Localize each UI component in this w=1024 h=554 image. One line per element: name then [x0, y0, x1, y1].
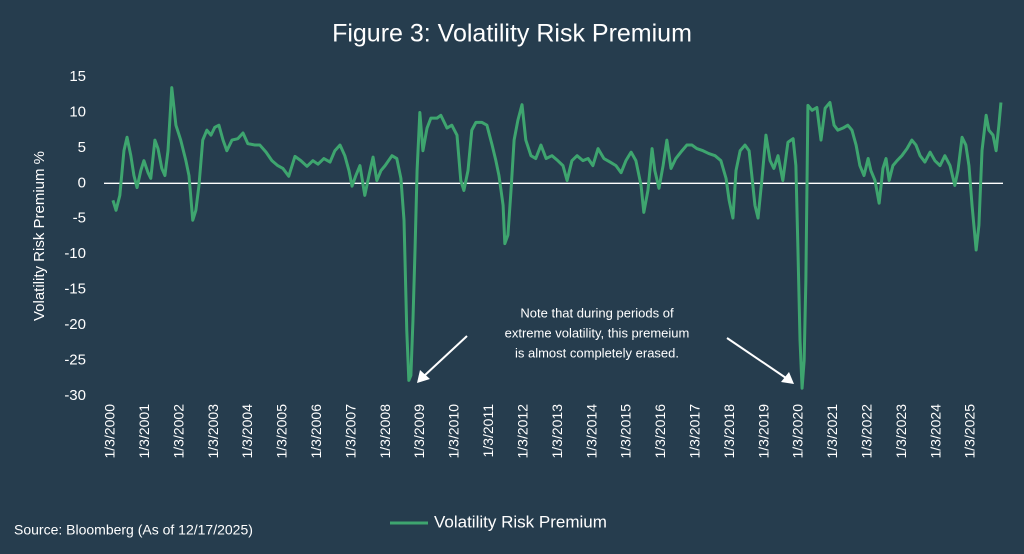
x-tick-label: 1/3/2002: [170, 404, 186, 459]
x-tick-label: 1/3/2003: [205, 404, 221, 459]
annotation-line: is almost completely erased.: [515, 345, 679, 360]
y-tick-label: -15: [64, 281, 86, 298]
x-tick-label: 1/3/2017: [686, 404, 702, 459]
x-tick-label: 1/3/2021: [824, 404, 840, 459]
x-tick-label: 1/3/2011: [480, 404, 496, 458]
x-tick-label: 1/3/2010: [446, 404, 462, 459]
x-tick-label: 1/3/2004: [239, 404, 255, 459]
arrow-head: [417, 370, 430, 383]
y-tick-label: -10: [64, 245, 86, 262]
arrow-shaft: [726, 337, 787, 379]
annotation: Note that during periods of extreme vola…: [417, 305, 794, 384]
y-tick-label: -20: [64, 316, 86, 333]
x-tick-label: 1/3/2009: [411, 404, 427, 459]
x-tick-label: 1/3/2008: [377, 404, 393, 459]
x-tick-label: 1/3/2019: [755, 404, 771, 459]
x-tick-label: 1/3/2018: [721, 404, 737, 459]
x-tick-label: 1/3/2007: [342, 404, 358, 459]
x-tick-label: 1/3/2014: [583, 404, 599, 459]
arrow-shaft: [423, 335, 468, 377]
y-tick-label: -25: [64, 352, 86, 369]
legend-label: Volatility Risk Premium: [434, 512, 607, 531]
x-tick-label: 1/3/2025: [962, 404, 978, 459]
x-tick-label: 1/3/2012: [514, 404, 530, 459]
x-tick-label: 1/3/2016: [652, 404, 668, 459]
y-tick-label: -5: [73, 210, 86, 227]
series-line: [111, 86, 1003, 390]
x-tick-label: 1/3/2013: [549, 404, 565, 459]
y-tick-label: 10: [69, 103, 86, 120]
x-tick-label: 1/3/2000: [102, 404, 118, 459]
y-axis-label: Volatility Risk Premium %: [31, 151, 48, 321]
y-tick-label: 5: [78, 139, 86, 156]
x-tick-label: 1/3/2024: [927, 404, 943, 459]
arrow-head: [781, 372, 794, 384]
legend: Volatility Risk Premium: [390, 512, 607, 531]
y-tick-label: -30: [64, 387, 86, 404]
x-tick-label: 1/3/2001: [136, 404, 152, 459]
y-tick-label: 0: [78, 174, 86, 191]
x-tick-label: 1/3/2006: [308, 404, 324, 459]
annotation-line: extreme volatility, this premeium: [505, 325, 690, 340]
x-tick-label: 1/3/2022: [858, 404, 874, 459]
annotation-line: Note that during periods of: [520, 305, 674, 320]
x-tick-label: 1/3/2023: [893, 404, 909, 459]
x-tick-label: 1/3/2015: [618, 404, 634, 459]
source-note: Source: Bloomberg (As of 12/17/2025): [14, 522, 253, 538]
y-tick-label: 15: [69, 68, 86, 85]
x-tick-label: 1/3/2020: [790, 404, 806, 459]
chart-title: Figure 3: Volatility Risk Premium: [332, 20, 692, 48]
x-tick-label: 1/3/2005: [274, 404, 290, 459]
